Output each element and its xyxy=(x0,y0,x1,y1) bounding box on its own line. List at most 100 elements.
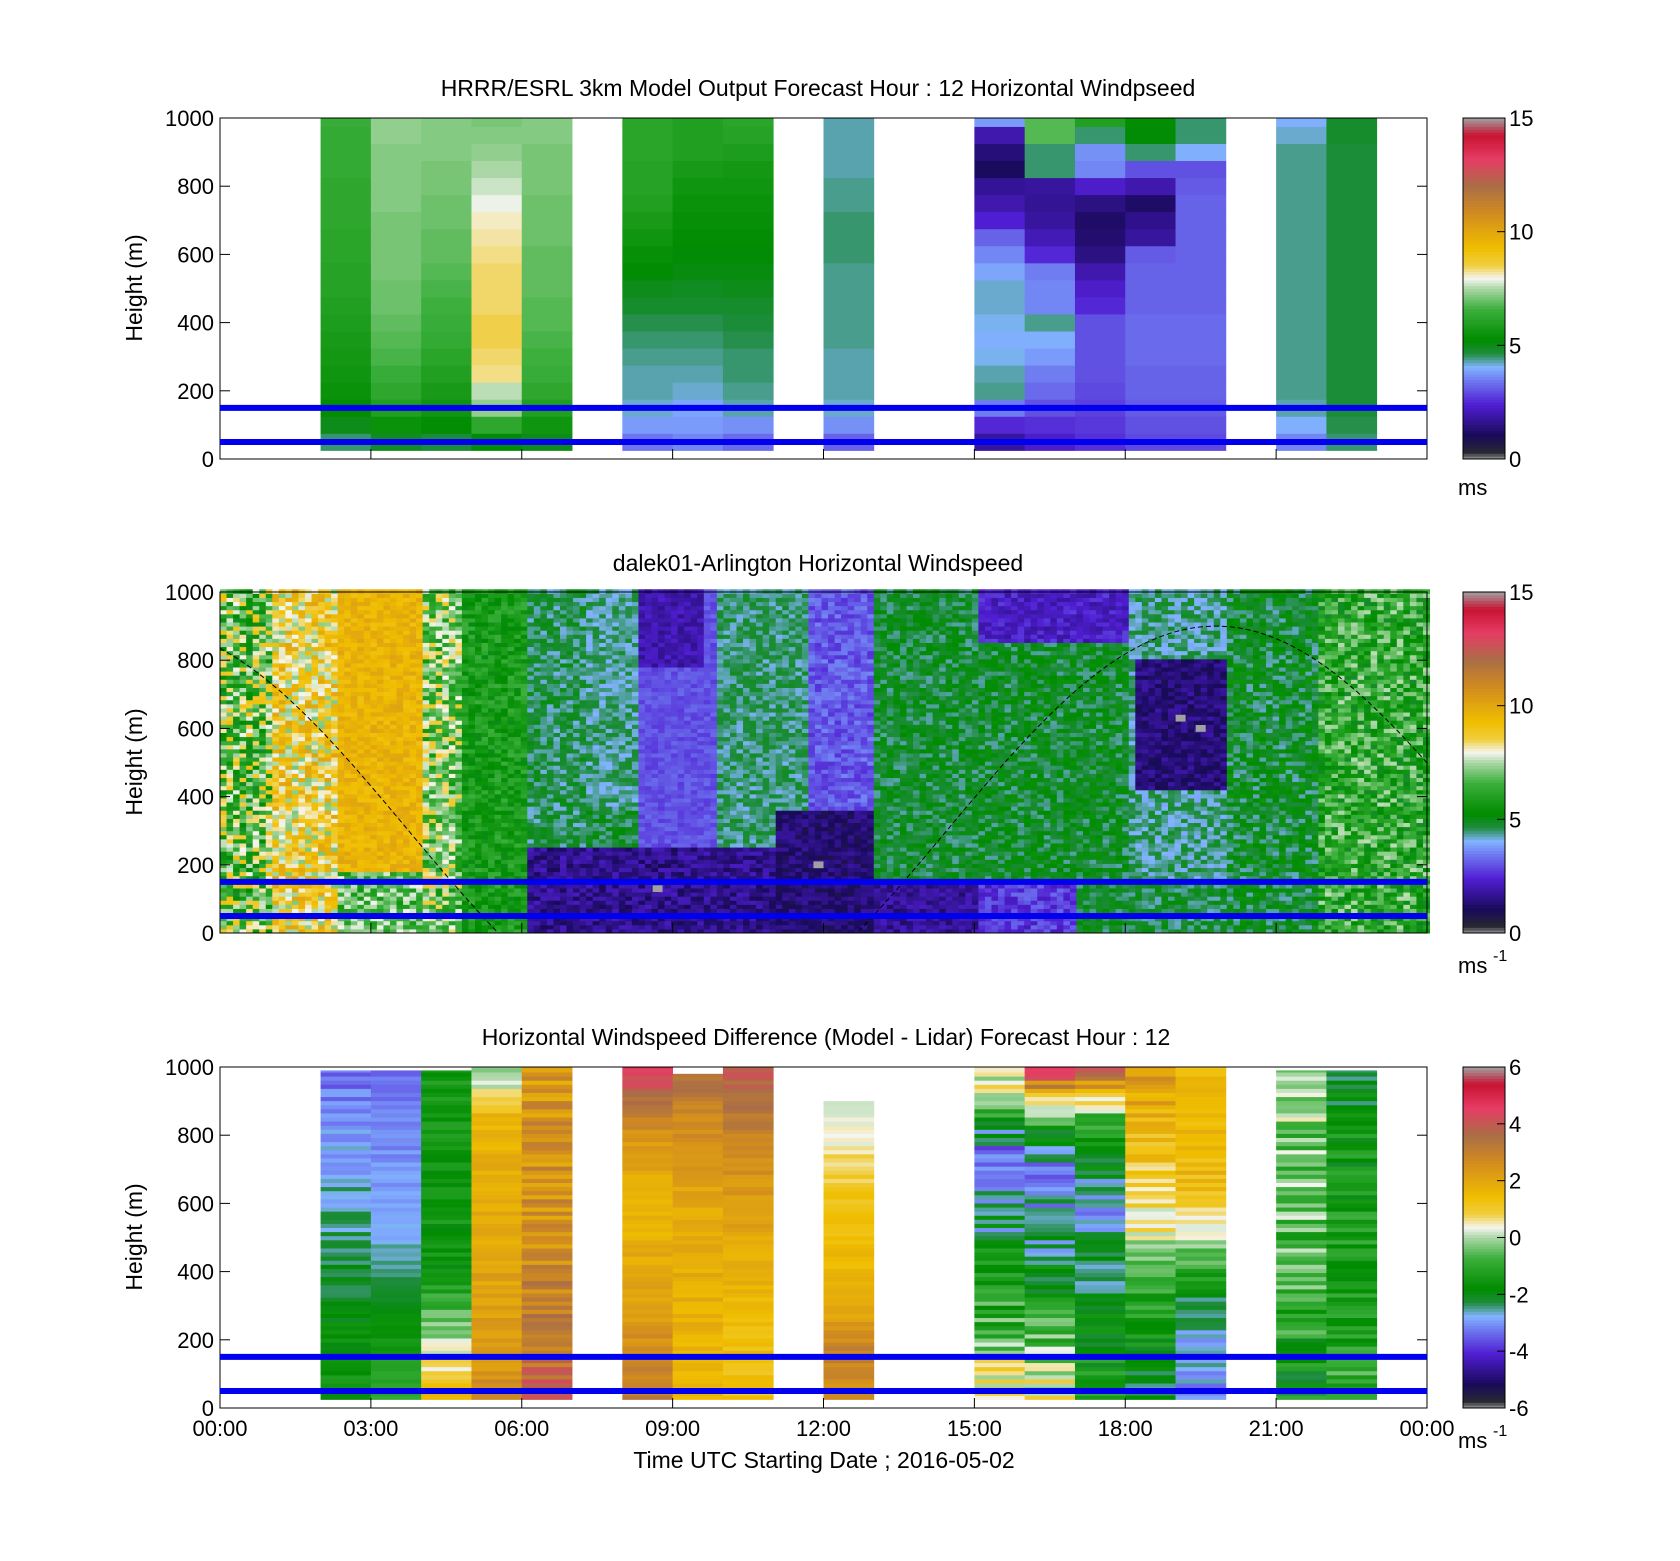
heatmap-cell xyxy=(220,928,228,934)
heatmap-cell xyxy=(546,822,554,828)
heatmap-cell xyxy=(442,646,450,652)
heatmap-cell xyxy=(468,646,476,652)
heatmap-cell xyxy=(331,765,339,770)
heatmap-cell xyxy=(376,797,384,803)
heatmap-cell xyxy=(233,658,241,664)
heatmap-cell xyxy=(350,847,358,852)
heatmap-cell xyxy=(331,720,339,725)
heatmap-cell xyxy=(318,769,326,774)
heatmap-cell xyxy=(540,691,548,697)
heatmap-cell xyxy=(1175,331,1227,349)
heatmap-cell xyxy=(396,830,404,836)
heatmap-cell xyxy=(291,748,299,754)
heatmap-cell xyxy=(448,626,456,631)
heatmap-cell xyxy=(527,773,535,778)
heatmap-cell xyxy=(389,887,398,893)
heatmap-cell xyxy=(337,699,345,705)
heatmap-cell xyxy=(488,797,496,803)
heatmap-cell xyxy=(259,642,267,648)
heatmap-cell xyxy=(370,622,378,627)
heatmap-cell xyxy=(396,908,404,914)
heatmap-cell xyxy=(468,847,476,852)
heatmap-cell xyxy=(442,757,450,762)
heatmap-cell xyxy=(337,871,345,877)
heatmap-cell xyxy=(220,863,228,869)
heatmap-cell xyxy=(285,695,293,701)
heatmap-cell xyxy=(233,707,241,713)
heatmap-cell xyxy=(389,867,398,873)
heatmap-cell xyxy=(291,712,299,717)
heatmap-cell xyxy=(331,744,339,750)
heatmap-cell xyxy=(265,892,273,897)
heatmap-cell xyxy=(722,177,774,196)
heatmap-cell xyxy=(1326,143,1378,162)
heatmap-cell xyxy=(318,773,326,778)
heatmap-cell xyxy=(546,838,554,844)
heatmap-cell xyxy=(422,867,430,873)
heatmap-cell xyxy=(455,724,463,729)
heatmap-cell xyxy=(318,654,326,660)
heatmap-cell xyxy=(370,793,378,799)
heatmap-cell xyxy=(520,806,528,811)
heatmap-cell xyxy=(481,691,489,697)
heatmap-cell xyxy=(246,650,254,656)
heatmap-cell xyxy=(559,908,568,914)
heatmap-cell xyxy=(298,904,306,909)
heatmap-cell xyxy=(461,785,469,791)
heatmap-cell xyxy=(403,687,411,693)
heatmap-cell xyxy=(220,634,228,639)
heatmap-cell xyxy=(318,732,326,738)
heatmap-cell xyxy=(455,822,463,828)
heatmap-cell xyxy=(285,642,293,648)
heatmap-cell xyxy=(461,703,469,709)
heatmap-cell xyxy=(435,695,443,701)
heatmap-cell xyxy=(344,650,352,656)
heatmap-cell xyxy=(226,920,234,926)
heatmap-cell xyxy=(320,279,372,298)
heatmap-cell xyxy=(239,744,247,750)
heatmap-cell xyxy=(455,744,463,750)
heatmap-cell xyxy=(357,830,365,836)
heatmap-cell xyxy=(494,679,502,684)
heatmap-cell xyxy=(435,896,443,901)
heatmap-cell xyxy=(494,736,502,742)
heatmap-cell xyxy=(722,297,774,315)
heatmap-cell xyxy=(259,634,267,639)
heatmap-cell xyxy=(1276,126,1327,144)
heatmap-cell xyxy=(409,687,417,693)
heatmap-cell xyxy=(468,752,476,758)
heatmap-cell xyxy=(559,851,568,856)
heatmap-cell xyxy=(226,716,234,721)
heatmap-cell xyxy=(533,859,541,864)
heatmap-cell xyxy=(546,900,554,905)
heatmap-cell xyxy=(566,703,574,709)
heatmap-cell xyxy=(974,211,1026,230)
heatmap-cell xyxy=(416,834,424,840)
heatmap-cell xyxy=(324,728,332,733)
heatmap-cell xyxy=(468,769,476,774)
heatmap-cell xyxy=(324,773,332,778)
heatmap-cell xyxy=(540,609,548,615)
heatmap-cell xyxy=(337,802,345,807)
heatmap-cell xyxy=(494,904,502,909)
heatmap-cell xyxy=(331,609,339,615)
colorbar-swatch xyxy=(1463,362,1505,366)
heatmap-cell xyxy=(403,761,411,766)
heatmap-cell xyxy=(553,797,561,803)
heatmap-cell xyxy=(1276,262,1327,281)
heatmap-cell xyxy=(344,830,352,836)
heatmap-cell xyxy=(344,765,352,770)
heatmap-cell xyxy=(416,806,424,811)
heatmap-cell xyxy=(546,597,554,603)
heatmap-cell xyxy=(474,597,483,603)
heatmap-cell xyxy=(350,822,358,828)
heatmap-cell xyxy=(442,605,450,611)
heatmap-cell xyxy=(239,613,247,619)
heatmap-cell xyxy=(1024,245,1076,264)
heatmap-cell xyxy=(546,650,554,656)
colorbar-swatch xyxy=(1463,368,1505,372)
heatmap-cell xyxy=(272,720,280,725)
heatmap-cell xyxy=(291,818,299,824)
heatmap-cell xyxy=(416,802,424,807)
heatmap-cell xyxy=(488,855,496,860)
